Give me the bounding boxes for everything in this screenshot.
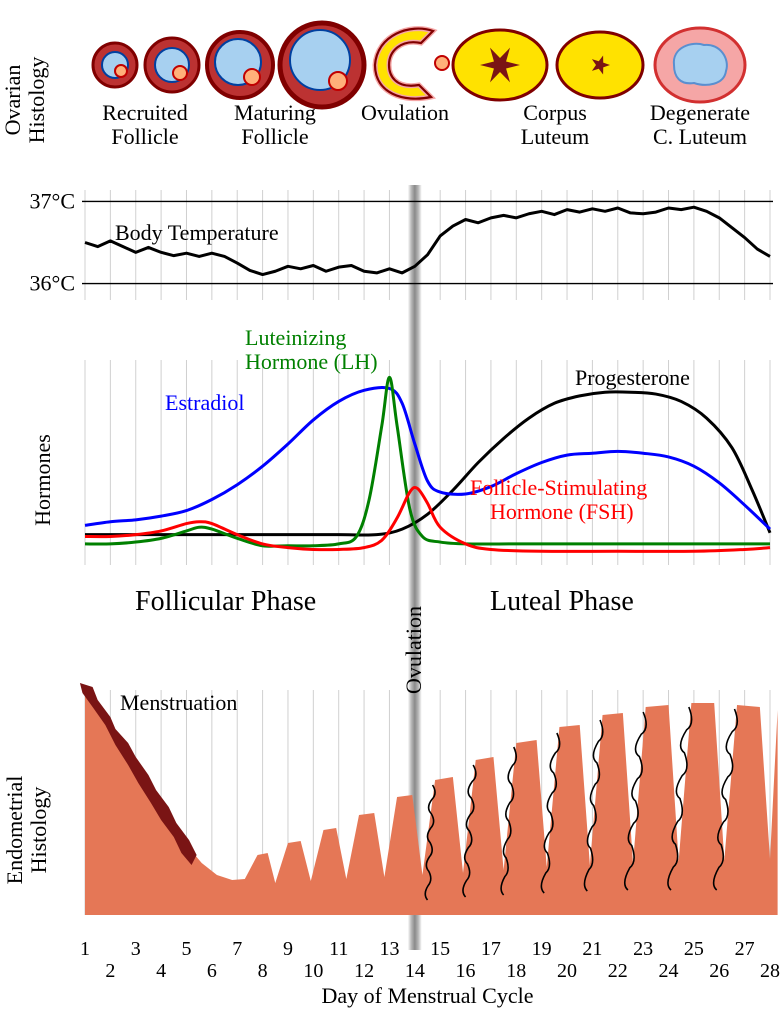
day-tick: 5 <box>181 938 191 960</box>
svg-text:Hormone (LH): Hormone (LH) <box>245 349 378 374</box>
fsh-label: Follicle-Stimulating <box>470 475 647 500</box>
day-tick: 2 <box>105 960 115 982</box>
day-tick: 13 <box>379 938 399 960</box>
hormones-ylabel: Hormones <box>30 434 55 526</box>
released-oocyte <box>435 56 449 70</box>
ovarian-ylabel: Histology <box>24 57 49 144</box>
day-tick: 4 <box>156 960 166 982</box>
temp-tick-label: 36°C <box>30 271 75 296</box>
day-tick: 1 <box>80 938 90 960</box>
temp-tick-label: 37°C <box>30 188 75 213</box>
nucleus <box>329 72 347 90</box>
progesterone-label: Progesterone <box>575 365 690 390</box>
nucleus <box>115 65 127 77</box>
menstruation-label: Menstruation <box>120 690 237 715</box>
nucleus <box>244 69 260 85</box>
endometrium-area <box>85 695 778 915</box>
day-tick: 11 <box>329 938 348 960</box>
ovarian-stage-label: Degenerate <box>650 100 750 125</box>
ovarian-ylabel: Ovarian <box>0 65 25 136</box>
day-tick: 19 <box>532 938 552 960</box>
ovarian-stage-label: Follicle <box>241 124 308 149</box>
hormone-line-fsh <box>85 487 770 551</box>
estradiol-label: Estradiol <box>165 390 244 415</box>
day-tick: 15 <box>430 938 450 960</box>
day-tick: 8 <box>258 960 268 982</box>
day-tick: 27 <box>735 938 755 960</box>
day-tick: 17 <box>481 938 501 960</box>
ovarian-stage-label: Recruited <box>102 100 188 125</box>
day-tick: 24 <box>659 960 679 982</box>
day-tick: 21 <box>582 938 602 960</box>
endometrial-ylabel: Endometrial <box>2 776 27 885</box>
lh-label: Luteinizing <box>245 325 346 350</box>
day-tick: 3 <box>131 938 141 960</box>
ovarian-stage-label: C. Luteum <box>653 124 747 149</box>
svg-text:Hormone (FSH): Hormone (FSH) <box>490 499 634 524</box>
ovarian-stage-label: Corpus <box>523 100 587 125</box>
body-temperature-label: Body Temperature <box>115 220 279 245</box>
endometrial-ylabel: Histology <box>26 787 51 874</box>
xaxis-label: Day of Menstrual Cycle <box>322 983 534 1008</box>
ovarian-stage-label: Luteum <box>521 124 589 149</box>
day-tick: 20 <box>557 960 577 982</box>
day-tick: 25 <box>684 938 704 960</box>
nucleus <box>173 66 187 80</box>
day-tick: 12 <box>354 960 374 982</box>
day-tick: 23 <box>633 938 653 960</box>
day-tick: 7 <box>232 938 242 960</box>
day-tick: 18 <box>506 960 526 982</box>
ovulation-bar-label: Ovulation <box>401 606 426 694</box>
day-tick: 14 <box>405 960 425 982</box>
phase-follicular: Follicular Phase <box>135 586 316 617</box>
day-tick: 9 <box>283 938 293 960</box>
ovarian-stage-label: Ovulation <box>361 100 449 125</box>
day-tick: 10 <box>303 960 323 982</box>
phase-luteal: Luteal Phase <box>490 586 634 617</box>
day-tick: 22 <box>608 960 628 982</box>
day-tick: 26 <box>709 960 729 982</box>
day-tick: 6 <box>207 960 217 982</box>
ovarian-stage-label: Follicle <box>111 124 178 149</box>
day-tick: 16 <box>456 960 476 982</box>
day-tick: 28 <box>760 960 780 982</box>
